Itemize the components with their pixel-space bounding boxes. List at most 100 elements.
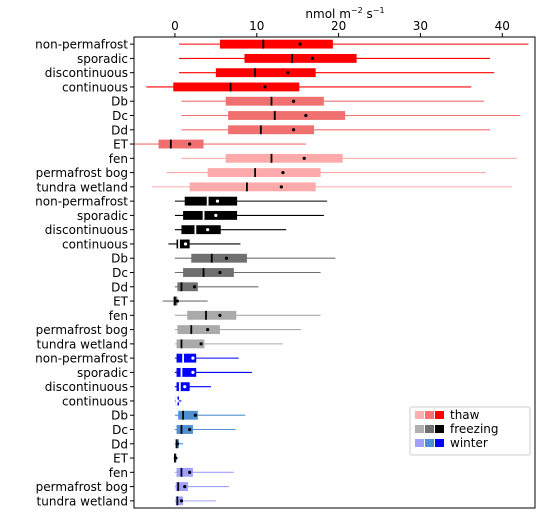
row-label-15: Db — [111, 252, 128, 266]
mean-28 — [175, 442, 179, 446]
mean-23 — [191, 370, 195, 375]
row-label-8: fen — [109, 152, 128, 166]
mean-26 — [193, 413, 197, 417]
row-label-13: discontinuous — [45, 223, 128, 237]
mean-2 — [286, 71, 290, 75]
row-label-17: Dd — [111, 280, 128, 294]
mean-17 — [192, 285, 197, 289]
legend-swatch-2-0 — [415, 439, 424, 447]
row-label-16: Dc — [112, 266, 128, 280]
row-label-27: Dc — [112, 423, 128, 437]
mean-0 — [298, 42, 302, 46]
row-label-32: tundra wetland — [37, 494, 128, 508]
row-label-18: ET — [113, 295, 129, 309]
box-7 — [158, 139, 204, 149]
row-label-0: non-permafrost — [35, 38, 128, 52]
row-label-9: permafrost bog — [36, 166, 128, 180]
mean-6 — [291, 128, 296, 132]
mean-7 — [188, 142, 192, 146]
x-unit-exp1: −2 — [351, 6, 363, 15]
row-label-6: Dd — [111, 123, 128, 137]
row-label-5: Dc — [112, 109, 128, 123]
row-label-14: continuous — [62, 237, 128, 251]
mean-18 — [175, 299, 179, 303]
mean-20 — [206, 327, 210, 332]
row-label-26: Db — [111, 409, 128, 423]
row-label-20: permafrost bog — [36, 323, 128, 337]
row-label-25: continuous — [62, 394, 128, 408]
mean-10 — [279, 185, 283, 189]
box-22 — [176, 353, 197, 363]
xtick-label-3: 30 — [413, 19, 428, 33]
box-17 — [177, 282, 198, 292]
plot-frame — [133, 36, 536, 509]
row-label-21: tundra wetland — [37, 337, 128, 351]
mean-21 — [199, 342, 203, 346]
x-unit-exp2: −1 — [373, 6, 385, 15]
mean-32 — [179, 499, 184, 503]
mean-8 — [302, 156, 306, 160]
row-label-10: tundra wetland — [37, 180, 128, 194]
box-4 — [225, 96, 324, 106]
mean-29 — [174, 456, 178, 460]
mean-11 — [215, 199, 220, 203]
box-2 — [215, 68, 316, 78]
x-unit-base: nmol m — [305, 7, 350, 21]
mean-24 — [183, 385, 187, 389]
box-8 — [225, 153, 343, 163]
mean-1 — [310, 56, 315, 61]
row-label-12: sporadic — [77, 209, 128, 223]
box-32 — [175, 496, 184, 506]
row-label-23: sporadic — [77, 366, 128, 380]
legend-label-1: freezing — [450, 422, 499, 436]
legend-swatch-1-2 — [435, 425, 444, 433]
box-15 — [191, 253, 247, 263]
row-label-11: non-permafrost — [35, 195, 128, 209]
mean-22 — [191, 356, 195, 360]
xtick-label-1: 10 — [249, 19, 264, 33]
box-16 — [183, 268, 234, 277]
row-label-7: ET — [113, 138, 129, 152]
box-12 — [183, 210, 238, 220]
box-11 — [184, 196, 238, 206]
mean-4 — [291, 99, 296, 103]
x-unit-mid: s — [363, 7, 373, 21]
mean-13 — [206, 228, 210, 232]
legend-swatch-2-2 — [435, 439, 444, 447]
x-unit-label: nmol m−2 s−1 — [305, 6, 384, 21]
legend-swatch-1-0 — [415, 425, 424, 433]
box-31 — [175, 482, 189, 492]
row-label-1: sporadic — [77, 52, 128, 66]
axes: non-permafrostsporadicdiscontinuousconti… — [35, 19, 536, 509]
legend-label-0: thaw — [450, 408, 480, 422]
mean-27 — [188, 427, 192, 432]
box-24 — [176, 382, 190, 392]
plot-area — [134, 39, 529, 506]
row-label-28: Dd — [111, 437, 128, 451]
mean-3 — [263, 85, 267, 89]
row-label-3: continuous — [62, 80, 128, 94]
box-30 — [176, 467, 193, 477]
box-26 — [178, 410, 198, 420]
box-20 — [177, 325, 220, 335]
legend-swatch-1-1 — [425, 425, 434, 433]
mean-25 — [175, 399, 179, 403]
box-21 — [176, 339, 205, 349]
legend-swatch-2-1 — [425, 439, 434, 447]
mean-30 — [188, 470, 192, 474]
box-3 — [173, 82, 300, 92]
mean-19 — [218, 313, 222, 317]
box-27 — [176, 425, 193, 434]
box-10 — [189, 182, 316, 192]
box-19 — [187, 310, 237, 320]
row-label-29: ET — [113, 452, 129, 466]
mean-9 — [281, 170, 285, 175]
row-label-31: permafrost bog — [36, 480, 128, 494]
row-label-22: non-permafrost — [35, 352, 128, 366]
legend-label-2: winter — [450, 436, 488, 450]
row-label-24: discontinuous — [45, 380, 128, 394]
box-23 — [176, 367, 197, 377]
row-label-19: fen — [109, 309, 128, 323]
